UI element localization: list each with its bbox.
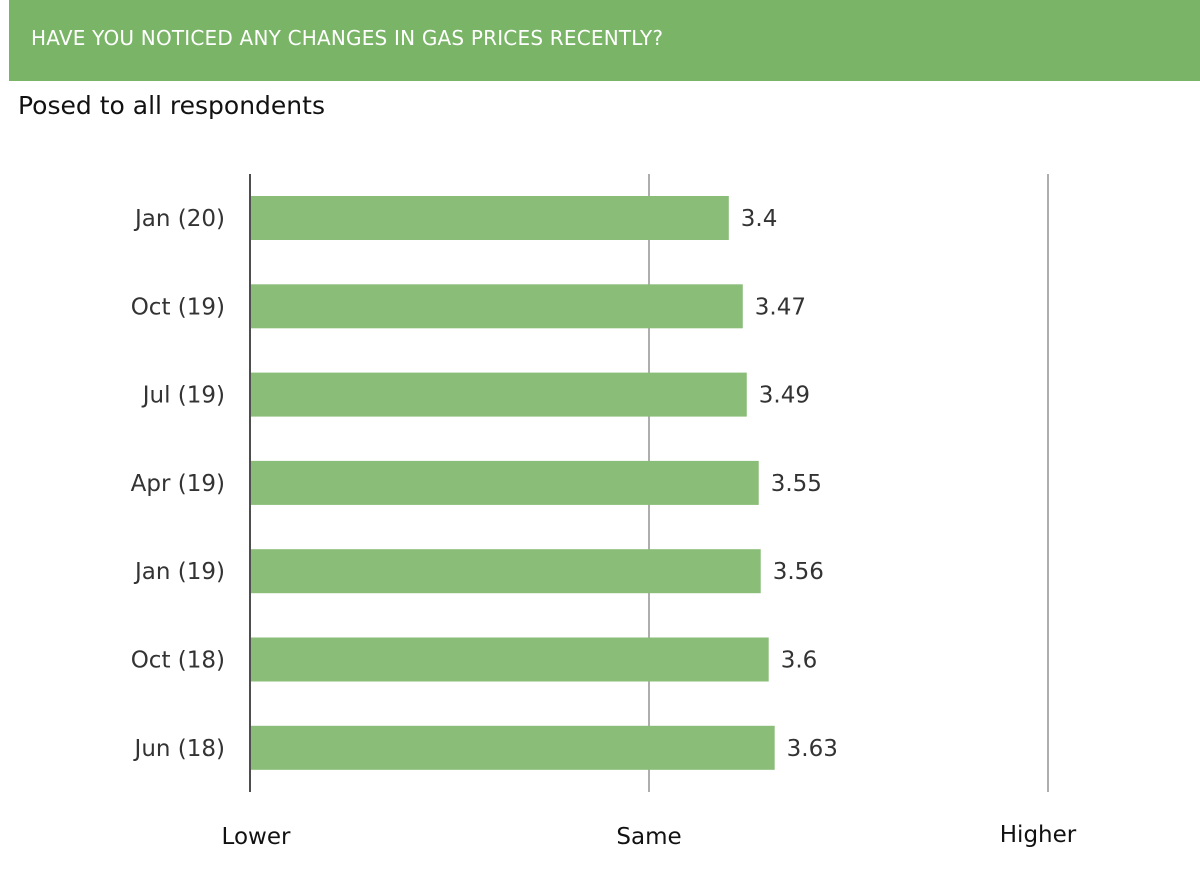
- bar-5: [251, 637, 769, 682]
- category-label-0: Jan (20): [133, 206, 225, 232]
- data-label-2: 3.49: [759, 383, 810, 409]
- x-tick-label-lower: Lower: [222, 824, 291, 850]
- bar-1: [251, 284, 743, 329]
- bar-0: [251, 196, 729, 240]
- chart-subtitle: Posed to all respondents: [18, 91, 325, 120]
- category-label-6: Jun (18): [133, 736, 225, 762]
- category-label-1: Oct (19): [131, 294, 225, 320]
- bar-3: [251, 460, 759, 505]
- bar-6: [251, 725, 775, 770]
- data-label-0: 3.4: [741, 206, 778, 232]
- category-label-2: Jul (19): [141, 383, 225, 409]
- x-tick-label-higher: Higher: [1000, 822, 1077, 848]
- category-label-5: Oct (18): [131, 648, 225, 674]
- category-label-4: Jan (19): [133, 559, 225, 585]
- bar-2: [251, 372, 747, 417]
- x-tick-label-same: Same: [616, 824, 681, 850]
- data-label-4: 3.56: [773, 559, 824, 585]
- chart-title: HAVE YOU NOTICED ANY CHANGES IN GAS PRIC…: [31, 26, 664, 50]
- data-label-5: 3.6: [781, 648, 818, 674]
- bar-4: [251, 549, 761, 594]
- data-label-3: 3.55: [771, 471, 822, 497]
- data-label-1: 3.47: [755, 294, 806, 320]
- category-label-3: Apr (19): [131, 471, 225, 497]
- header-band: HAVE YOU NOTICED ANY CHANGES IN GAS PRIC…: [9, 0, 1200, 81]
- data-label-6: 3.63: [787, 736, 838, 762]
